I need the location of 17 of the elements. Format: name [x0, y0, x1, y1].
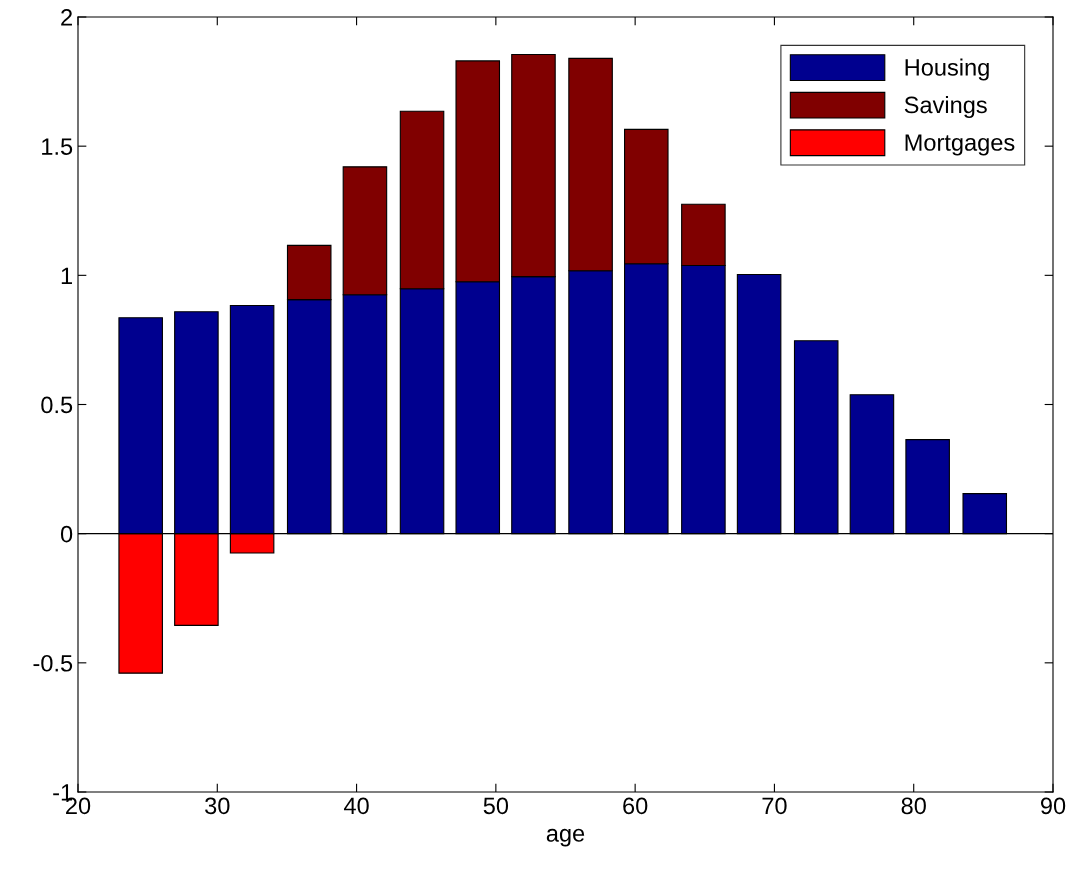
- x-tick-label: 90: [1040, 797, 1066, 815]
- x-tick-label: 40: [343, 797, 369, 815]
- x-tick-label: 60: [623, 797, 648, 815]
- x-tick-label: 30: [205, 797, 230, 815]
- x-tick-label: 70: [762, 797, 787, 815]
- x-tick-label: 80: [901, 797, 926, 815]
- x-tick-label: 50: [483, 797, 509, 815]
- y-tick-label: 0: [60, 525, 73, 543]
- y-tick-label: 1: [61, 267, 72, 284]
- y-tick-label: 0.5: [41, 396, 73, 414]
- y-tick-label: -0.5: [33, 654, 73, 672]
- y-tick-label: 1.5: [42, 138, 73, 155]
- legend-label: Housing: [905, 58, 989, 81]
- legend-label: Savings: [904, 95, 987, 118]
- x-axis-title: age: [546, 828, 585, 847]
- y-tick-label: 2: [61, 9, 72, 26]
- legend-label: Mortgages: [905, 134, 1015, 156]
